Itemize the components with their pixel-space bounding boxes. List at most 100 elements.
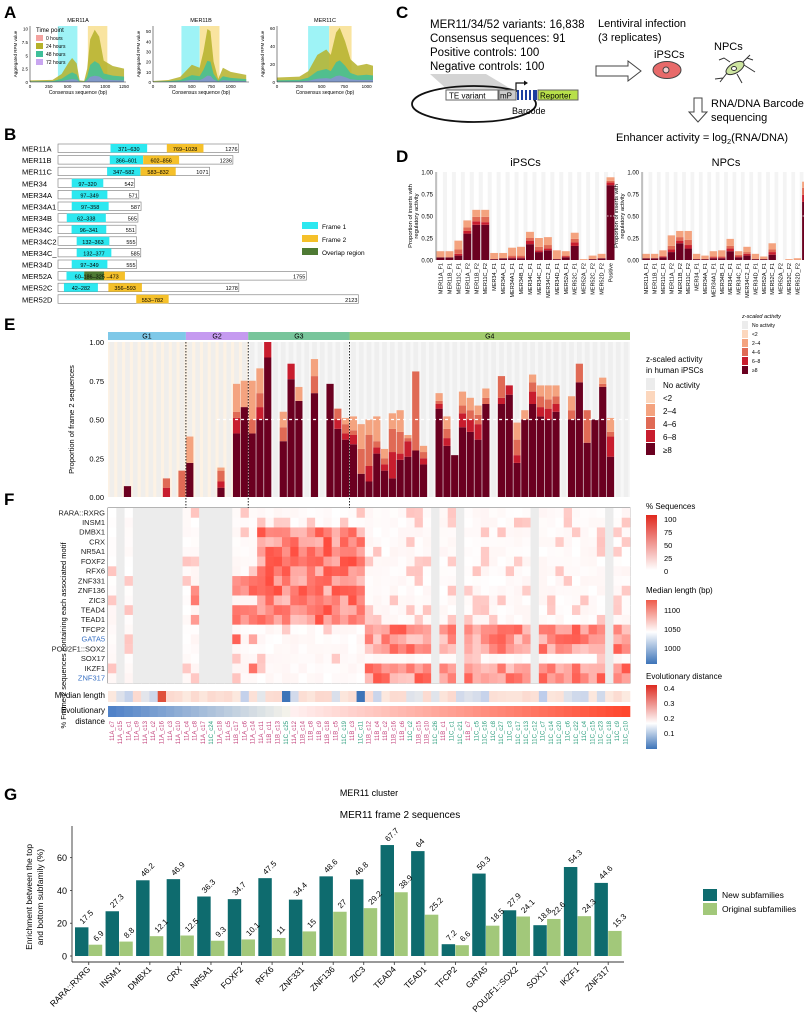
heatmap-cell	[232, 527, 241, 538]
heatmap-cell	[621, 537, 631, 548]
area-24-hours	[277, 27, 373, 83]
median-length-cell	[215, 691, 225, 702]
y-axis-title: regulatory activity	[414, 193, 420, 238]
group-strip	[185, 332, 249, 340]
heatmap-cell	[414, 566, 424, 577]
heatmap-cell	[132, 576, 142, 587]
heatmap-cell	[605, 644, 614, 655]
bar-segment	[481, 224, 490, 260]
heatmap-cell	[472, 556, 482, 567]
heatmap-cell	[141, 508, 150, 519]
heatmap-cell	[215, 585, 225, 596]
heatmap-cell	[116, 624, 125, 635]
heatmap-cell	[422, 605, 432, 616]
legend-swatch	[302, 248, 318, 255]
evo-distance-cell	[497, 706, 507, 717]
heatmap-cell	[182, 508, 192, 519]
heatmap-cell	[505, 508, 515, 519]
heatmap-cell	[273, 585, 283, 596]
heatmap-cell	[514, 624, 523, 635]
heatmap-cell	[514, 605, 523, 616]
bar-segment	[466, 397, 474, 411]
replicates-label: (3 replicates)	[598, 32, 662, 44]
heatmap-cell	[389, 663, 399, 674]
x-tick-label: TFCP2	[433, 964, 459, 990]
x-tick-label: MER34C_F1	[537, 263, 543, 295]
heatmap-cell	[505, 576, 515, 587]
heatmap-cell	[207, 634, 217, 645]
heatmap-cell	[132, 556, 142, 567]
heatmap-cell	[613, 653, 623, 664]
evo-distance-cell	[340, 706, 349, 717]
heatmap-cell	[605, 546, 614, 557]
legend-label: No activity	[663, 381, 700, 390]
column-band	[179, 342, 185, 497]
heatmap-cell	[166, 605, 175, 616]
bar-segment	[217, 470, 225, 482]
heatmap-cell	[331, 566, 341, 577]
median-length-cell	[166, 691, 175, 702]
bar-segment	[334, 419, 342, 429]
bar-original	[210, 940, 225, 956]
heatmap-cell	[373, 556, 382, 567]
heatmap-cell	[166, 663, 175, 674]
evo-distance-cell	[572, 706, 581, 717]
heatmap-cell	[265, 556, 275, 567]
length-label: 571	[129, 193, 138, 199]
heatmap-cell	[621, 624, 631, 635]
heatmap-cell	[547, 644, 556, 655]
heatmap-cell	[116, 595, 125, 606]
heatmap-cell	[323, 566, 333, 577]
bar-segment	[388, 413, 396, 429]
heatmap-cell	[132, 566, 142, 577]
y-tick-label: 7.5	[22, 40, 29, 45]
heatmap-cell	[166, 673, 175, 684]
heatmap-cell	[381, 576, 391, 587]
heatmap-cell	[306, 556, 316, 567]
frame1-range-label: 97–349	[80, 193, 98, 199]
heatmap-cell	[306, 634, 316, 645]
evo-distance-cell	[464, 706, 473, 717]
heatmap-cell	[621, 605, 631, 616]
x-tick-label: MER11B_F1	[447, 263, 453, 294]
heatmap-cell	[447, 595, 457, 606]
bar-segment	[768, 254, 776, 260]
bar-segment	[676, 237, 684, 241]
cluster-label: 11A_c4	[184, 720, 190, 741]
heatmap-cell	[232, 653, 241, 664]
bar-segment	[419, 464, 428, 497]
x-tick-label: MER11A_F1	[438, 263, 444, 294]
heatmap-cell	[356, 585, 366, 596]
subfamily-label: MER52C	[22, 284, 53, 293]
bar-segment	[709, 257, 718, 259]
heatmap-cell	[514, 576, 523, 587]
heatmap-cell	[555, 537, 565, 548]
te-variant-label: TE variant	[449, 92, 486, 101]
heatmap-cell	[572, 546, 581, 557]
bar-segment	[388, 428, 396, 453]
heatmap-cell	[257, 537, 266, 548]
heatmap-cell	[215, 527, 225, 538]
evo-distance-cell	[132, 706, 142, 717]
median-length-cell	[431, 691, 440, 702]
evo-distance-cell	[605, 706, 614, 717]
heatmap-cell	[572, 595, 581, 606]
bar-segment	[490, 259, 499, 260]
y-tick-label: 0.75	[627, 193, 639, 199]
cluster-label: 11A_c14	[251, 720, 257, 744]
heatmap-cell	[240, 527, 250, 538]
heatmap-cell	[348, 624, 357, 635]
heatmap-cell	[538, 624, 548, 635]
heatmap-cell	[613, 663, 623, 674]
heatmap-cell	[505, 556, 515, 567]
legend-swatch	[646, 430, 655, 442]
heatmap-cell	[166, 585, 175, 596]
heatmap-cell	[132, 508, 142, 519]
cluster-label: 11C_c18	[607, 720, 613, 744]
heatmap-cell	[199, 527, 208, 538]
heatmap-cell	[306, 605, 316, 616]
heatmap-cell	[232, 624, 241, 635]
heatmap-cell	[116, 546, 125, 557]
length-label: 2123	[345, 298, 357, 304]
